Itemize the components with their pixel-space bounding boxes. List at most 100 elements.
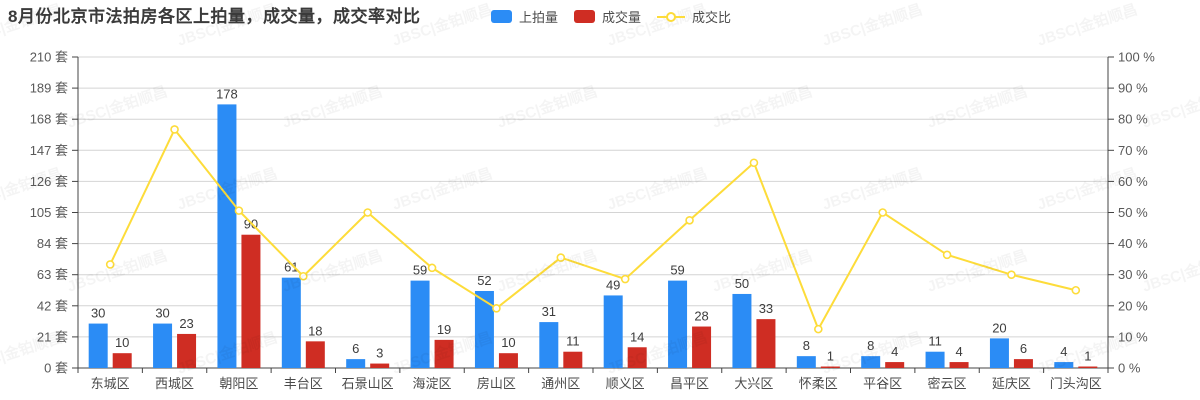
value-label: 1 — [827, 349, 834, 364]
bar-上拍量[interactable] — [410, 280, 430, 368]
line-point[interactable] — [1007, 270, 1016, 280]
bar-成交量[interactable] — [498, 353, 518, 368]
value-label: 20 — [992, 320, 1006, 335]
line-point[interactable] — [105, 260, 115, 269]
line-point[interactable] — [234, 206, 244, 215]
category-label: 密云区 — [928, 376, 967, 391]
bar-成交量[interactable] — [820, 366, 840, 368]
legend-item-chengjiaobi[interactable]: 成交比 — [657, 7, 731, 26]
value-label: 11 — [566, 334, 580, 349]
bar-上拍量[interactable] — [925, 351, 945, 368]
line-point[interactable] — [1071, 285, 1081, 295]
left-axis-tick-label: 0 套 — [44, 361, 68, 376]
legend-item-shangpailiang[interactable]: 上拍量 — [491, 7, 558, 26]
bar-上拍量[interactable] — [603, 295, 623, 368]
value-label: 1 — [1084, 349, 1091, 364]
left-axis-tick-label: 126 套 — [30, 174, 68, 189]
value-label: 31 — [542, 304, 556, 319]
value-label: 10 — [115, 335, 129, 350]
bar-成交量[interactable] — [370, 363, 390, 368]
value-label: 30 — [91, 306, 105, 321]
bar-上拍量[interactable] — [281, 277, 301, 368]
bar-成交量[interactable] — [177, 333, 197, 368]
category-label: 朝阳区 — [219, 376, 258, 391]
line-point[interactable] — [620, 274, 630, 284]
legend-label: 上拍量 — [519, 10, 559, 25]
line-point[interactable] — [814, 324, 823, 334]
left-axis-tick-label: 84 套 — [37, 236, 68, 251]
category-label: 海淀区 — [413, 376, 452, 391]
line-point[interactable] — [556, 253, 566, 262]
right-axis-tick-label: 30 % — [1118, 267, 1148, 282]
value-label: 4 — [891, 344, 898, 359]
value-label: 19 — [437, 322, 451, 337]
line-point[interactable] — [299, 271, 308, 281]
bar-上拍量[interactable] — [539, 322, 559, 368]
bar-成交量[interactable] — [305, 341, 325, 368]
bar-上拍量[interactable] — [346, 359, 366, 368]
bar-成交量[interactable] — [756, 319, 776, 368]
value-label: 59 — [413, 263, 427, 278]
line-point[interactable] — [685, 215, 694, 225]
value-label: 23 — [179, 316, 193, 331]
bar-上拍量[interactable] — [88, 323, 108, 368]
bar-成交量[interactable] — [434, 339, 454, 368]
value-label: 178 — [216, 86, 238, 101]
bar-成交量[interactable] — [627, 347, 647, 368]
left-axis-tick-label: 189 套 — [30, 81, 68, 96]
left-axis-tick-label: 63 套 — [37, 267, 68, 282]
bar-上拍量[interactable] — [217, 104, 237, 368]
category-label: 通州区 — [541, 376, 580, 391]
bar-上拍量[interactable] — [732, 293, 752, 368]
bar-成交量[interactable] — [949, 362, 969, 368]
right-axis-tick-label: 80 % — [1118, 112, 1148, 127]
right-axis-tick-label: 100 % — [1118, 50, 1155, 65]
right-axis-tick-label: 50 % — [1118, 205, 1148, 220]
line-point[interactable] — [878, 208, 887, 217]
value-label: 59 — [670, 263, 684, 278]
line-point[interactable] — [170, 125, 179, 134]
line-point[interactable] — [363, 208, 372, 217]
ratio-line — [105, 125, 1081, 334]
left-axis-tick-label: 105 套 — [30, 205, 68, 220]
line-point[interactable] — [427, 263, 437, 273]
bar-上拍量[interactable] — [668, 280, 688, 368]
legend-item-chengjiaoliang[interactable]: 成交量 — [574, 7, 641, 26]
bar-成交量[interactable] — [241, 234, 261, 368]
value-label: 8 — [867, 338, 874, 353]
right-axis-tick-label: 90 % — [1118, 81, 1148, 96]
line-point[interactable] — [492, 303, 501, 313]
category-labels: 东城区 西城区 朝阳区 丰台区 石景山区 海淀区 房山区 通州区 顺义区 昌平区 大兴区 怀柔区 平谷区… — [91, 376, 1102, 391]
bar-上拍量[interactable] — [474, 290, 494, 368]
left-axis-tick-label: 147 套 — [30, 143, 68, 158]
value-label: 4 — [955, 344, 962, 359]
category-label: 怀柔区 — [799, 376, 838, 391]
bar-上拍量[interactable] — [1054, 362, 1074, 368]
category-label: 大兴区 — [734, 376, 773, 391]
value-label: 49 — [606, 277, 620, 292]
category-label: 平谷区 — [863, 376, 902, 391]
bar-上拍量[interactable] — [989, 338, 1009, 368]
bar-成交量[interactable] — [563, 351, 583, 368]
bar-上拍量[interactable] — [153, 323, 173, 368]
value-label: 33 — [759, 301, 773, 316]
line-point[interactable] — [942, 250, 952, 260]
bar-成交量[interactable] — [692, 326, 712, 368]
legend: 上拍量 成交量 成交比 — [491, 7, 731, 26]
value-label: 8 — [803, 338, 810, 353]
bar-成交量[interactable] — [112, 353, 132, 368]
right-axis-tick-label: 70 % — [1118, 143, 1148, 158]
bar-上拍量[interactable] — [796, 356, 816, 368]
left-axis-tick-label: 21 套 — [37, 329, 68, 344]
value-label: 30 — [155, 306, 169, 321]
legend-label: 成交量 — [602, 10, 642, 25]
bar-成交量[interactable] — [1013, 359, 1033, 368]
bar-上拍量[interactable] — [861, 356, 881, 368]
bar-成交量[interactable] — [885, 362, 905, 368]
line-point[interactable] — [749, 158, 759, 168]
value-label: 6 — [352, 341, 359, 356]
value-label: 18 — [308, 323, 322, 338]
bar-成交量[interactable] — [1078, 366, 1098, 368]
